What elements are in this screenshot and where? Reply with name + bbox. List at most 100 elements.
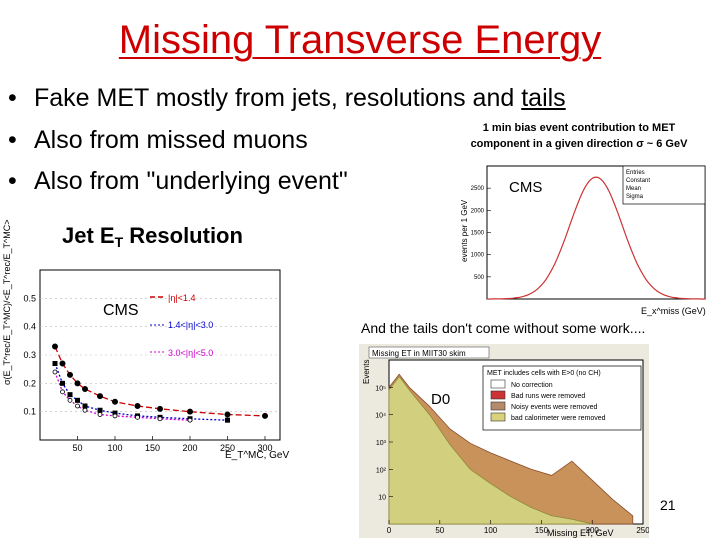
x-tick-label: 250 [220, 443, 235, 453]
data-point [52, 369, 58, 375]
jet-res-xticks: 50 100 150 200 250 300 [72, 436, 273, 453]
bullet-marker: • [8, 126, 17, 154]
x-tick-label: 100 [107, 443, 122, 453]
y-tick-label: 10³ [376, 440, 387, 447]
bullet-text: Also from "underlying event" [34, 167, 348, 195]
x-tick-label: 250 [636, 526, 649, 535]
y-tick-label: 0.5 [23, 293, 36, 303]
x-tick-label: 0 [387, 526, 392, 535]
minbias-xlabel: E_x^miss (GeV) [641, 306, 706, 316]
slide-title: Missing Transverse Energy [118, 18, 602, 62]
data-point [67, 397, 73, 403]
x-tick-label: 100 [484, 526, 498, 535]
y-tick-label: 500 [474, 275, 485, 281]
bullet-text: Also from missed muons [34, 126, 308, 154]
page-number: 21 [660, 497, 676, 513]
legend-swatch [490, 401, 506, 411]
data-point [60, 380, 65, 386]
data-point [67, 392, 73, 398]
data-point [157, 416, 163, 422]
data-point [134, 402, 141, 409]
legend-label: 1.4<|η|<3.0 [168, 320, 213, 330]
data-point [112, 413, 118, 419]
minbias-experiment-label: CMS [509, 179, 542, 196]
y-tick-label: 10 [378, 495, 386, 502]
minbias-histogram [487, 176, 705, 300]
y-tick-label: 0.1 [23, 407, 36, 417]
data-point [135, 414, 140, 420]
jet-res-legend: |η|<1.4 1.4<|η|<3.0 3.0<|η|<5.0 [150, 293, 213, 358]
d0-met-figure: Missing ET in MIIT30 skim 10 10² 10³ 10⁴ 10⁵… [359, 344, 649, 538]
legend-label: No correction [511, 382, 553, 389]
data-point [112, 398, 119, 405]
y-tick-label: 0.2 [23, 378, 36, 388]
stats-label: Entries [626, 170, 645, 176]
jet-res-points [52, 343, 268, 423]
d0-ylabel: Events [362, 360, 371, 384]
data-point [187, 417, 193, 423]
data-point [186, 408, 193, 415]
minbias-yticks: 500 1000 1500 2000 2500 [471, 186, 491, 281]
legend-label: Bad runs were removed [511, 393, 585, 400]
x-tick-label: 200 [586, 526, 600, 535]
x-tick-label: 200 [182, 443, 197, 453]
bullet-text: Fake MET mostly from jets, resolutions a… [34, 84, 522, 112]
d0-xlabel: Missing ET, GeV [547, 528, 614, 538]
d0-legend: MET includes cells with E>0 (no CH) No c… [482, 365, 642, 431]
data-point [156, 405, 163, 412]
y-tick-label: 10⁵ [375, 385, 386, 392]
x-tick-label: 150 [145, 443, 160, 453]
bullet-marker: • [8, 167, 17, 195]
d0-title: Missing ET in MIIT30 skim [372, 349, 466, 358]
data-point [82, 407, 88, 413]
bullet-item: • Also from "underlying event" [8, 167, 348, 196]
d0-xticks: 0 50 100 150 200 250 [387, 520, 649, 535]
tails-note: And the tails don't come without some wo… [361, 320, 646, 336]
data-point [60, 389, 65, 395]
y-tick-label: 2000 [471, 208, 485, 214]
x-tick-label: 300 [257, 443, 272, 453]
minbias-caption-line: 1 min bias event contribution to MET [482, 122, 676, 134]
data-point [75, 397, 80, 403]
y-tick-label: 10⁴ [375, 413, 386, 420]
data-point [59, 360, 66, 367]
jet-res-title: Jet ET Resolution [62, 223, 243, 250]
d0-experiment-label: D0 [431, 391, 450, 408]
jet-resolution-figure: Jet ET Resolution 0.1 0.2 0.3 0.4 0.5 50 100 1… [2, 220, 289, 461]
jet-res-xlabel: E_T^MC, GeV [225, 450, 289, 461]
x-tick-label: 150 [535, 526, 549, 535]
bullet-marker: • [8, 84, 17, 112]
legend-label: |η|<1.4 [168, 293, 195, 303]
data-point [224, 411, 231, 418]
minbias-stats-box: Entries Constant Mean Sigma [622, 165, 706, 205]
data-point [52, 343, 59, 350]
x-tick-label: 50 [72, 443, 82, 453]
stats-label: Sigma [626, 194, 644, 200]
data-point [74, 380, 81, 387]
minbias-caption-line: component in a given direction σ ~ 6 GeV [470, 138, 688, 150]
d0-legend-header: MET includes cells with E>0 (no CH) [487, 370, 601, 377]
y-tick-label: 0.4 [23, 322, 36, 332]
stats-label: Constant [626, 178, 650, 184]
data-point [97, 412, 103, 417]
y-tick-label: 1000 [471, 253, 485, 259]
y-tick-label: 0.3 [23, 350, 36, 360]
legend-label: Noisy events were removed [511, 404, 597, 411]
legend-swatch [490, 379, 506, 389]
data-point [82, 403, 88, 409]
d0-title-box [368, 346, 490, 359]
y-tick-label: 2500 [471, 186, 485, 192]
bullet-text-underlined: tails [521, 84, 566, 112]
data-point [97, 393, 104, 400]
minbias-ylabel: events per 1 GeV [460, 199, 469, 262]
stats-label: Mean [626, 186, 641, 192]
y-tick-label: 10² [376, 467, 387, 474]
legend-swatch [490, 412, 506, 422]
stats-box-frame [622, 165, 706, 205]
jet-res-ylabel: σ(E_T^rec/E_T^MC)/<E_T^rec/E_T^MC> [2, 220, 12, 385]
legend-swatch [490, 390, 506, 400]
data-point [112, 410, 118, 416]
d0-yticks: 10 10² 10³ 10⁴ 10⁵ [375, 385, 393, 502]
data-point [75, 403, 80, 409]
data-point [97, 407, 103, 413]
